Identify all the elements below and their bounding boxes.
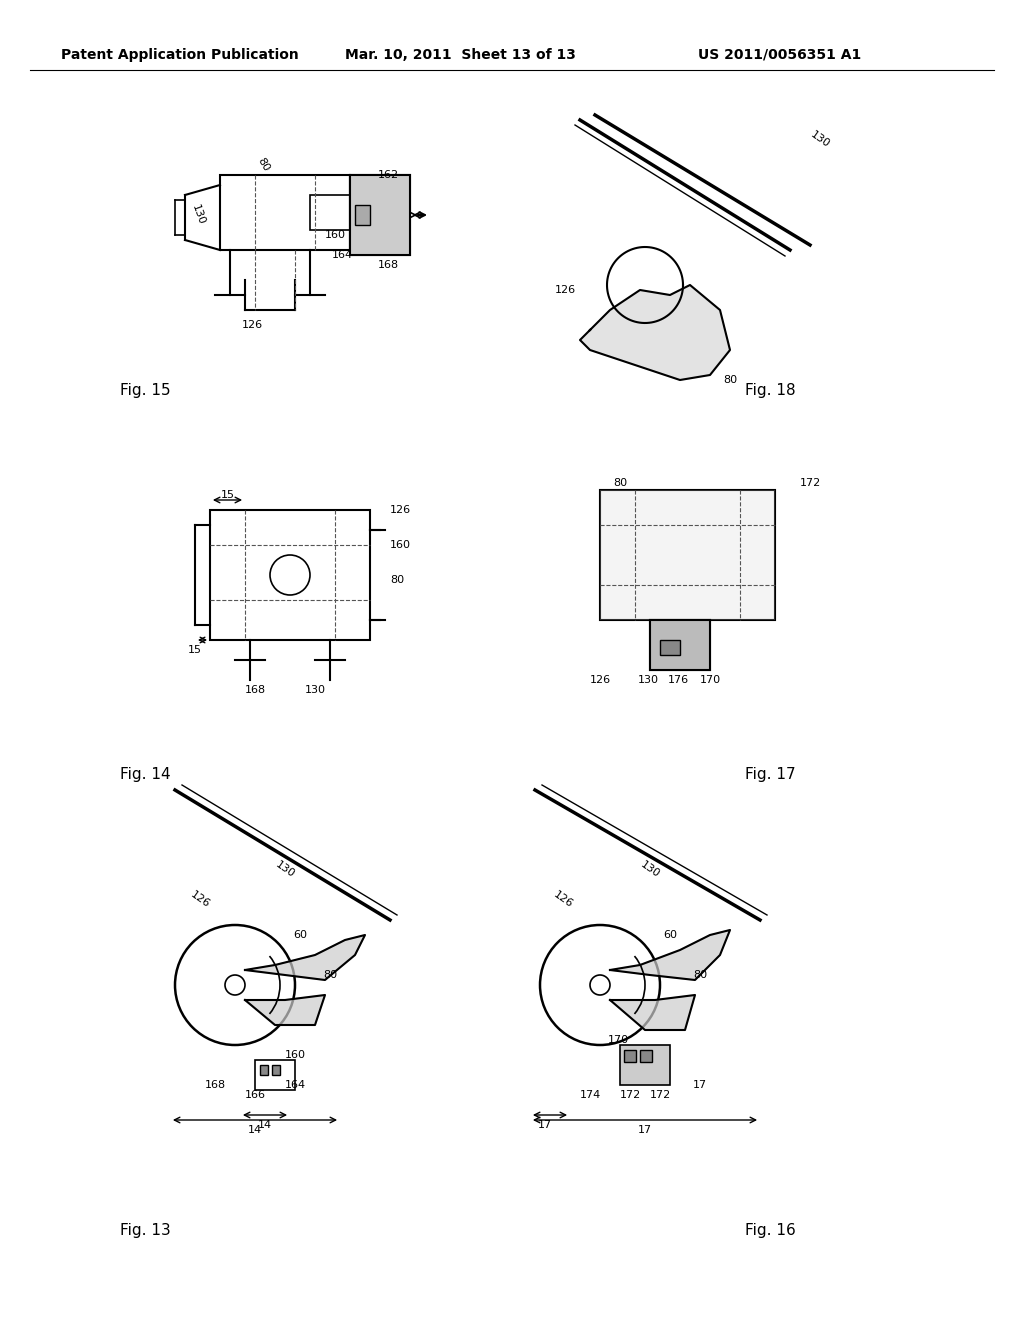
Text: 126: 126: [554, 285, 575, 294]
Text: 80: 80: [255, 156, 271, 174]
Text: 170: 170: [607, 1035, 629, 1045]
Text: 130: 130: [189, 203, 206, 227]
Text: Fig. 17: Fig. 17: [744, 767, 796, 783]
Bar: [620, 1045, 670, 1085]
Text: 174: 174: [580, 1090, 601, 1100]
Text: Patent Application Publication: Patent Application Publication: [61, 48, 299, 62]
Text: 130: 130: [273, 859, 297, 880]
Text: 170: 170: [699, 675, 721, 685]
Text: 172: 172: [800, 478, 821, 488]
Text: Fig. 18: Fig. 18: [744, 383, 796, 397]
Polygon shape: [610, 995, 695, 1030]
Bar: [624, 1049, 636, 1063]
Text: Fig. 15: Fig. 15: [120, 383, 170, 397]
Text: Mar. 10, 2011  Sheet 13 of 13: Mar. 10, 2011 Sheet 13 of 13: [344, 48, 575, 62]
Polygon shape: [245, 935, 365, 979]
Bar: [220, 176, 350, 249]
Bar: [355, 205, 370, 224]
Text: 168: 168: [205, 1080, 225, 1090]
Text: 17: 17: [693, 1080, 707, 1090]
Text: 126: 126: [242, 319, 262, 330]
Polygon shape: [610, 931, 730, 979]
Text: 17: 17: [538, 1119, 552, 1130]
Text: 172: 172: [649, 1090, 671, 1100]
Text: 80: 80: [323, 970, 337, 979]
Text: 126: 126: [188, 890, 212, 911]
Bar: [660, 640, 680, 655]
Text: 160: 160: [390, 540, 411, 550]
Bar: [272, 1065, 280, 1074]
Bar: [310, 195, 350, 230]
Bar: [255, 1060, 295, 1090]
Text: 166: 166: [245, 1090, 265, 1100]
Text: 80: 80: [723, 375, 737, 385]
Text: 164: 164: [285, 1080, 305, 1090]
Text: 126: 126: [552, 890, 574, 911]
Text: 60: 60: [663, 931, 677, 940]
Text: 130: 130: [638, 675, 658, 685]
Text: 80: 80: [390, 576, 404, 585]
Text: Fig. 16: Fig. 16: [744, 1222, 796, 1238]
Polygon shape: [245, 995, 325, 1026]
Text: 164: 164: [332, 249, 352, 260]
Bar: [650, 620, 710, 671]
Text: 168: 168: [378, 260, 398, 271]
Bar: [600, 490, 775, 620]
Text: Fig. 14: Fig. 14: [120, 767, 170, 783]
Text: Fig. 13: Fig. 13: [120, 1222, 170, 1238]
Bar: [210, 510, 370, 640]
Text: 80: 80: [613, 478, 627, 488]
Text: 80: 80: [693, 970, 707, 979]
Bar: [650, 620, 710, 671]
Text: 14: 14: [258, 1119, 272, 1130]
Polygon shape: [580, 285, 730, 380]
Text: 160: 160: [325, 230, 345, 240]
Bar: [260, 1065, 268, 1074]
Bar: [640, 1049, 652, 1063]
Text: 168: 168: [245, 685, 265, 696]
Text: 15: 15: [188, 645, 202, 655]
Text: 126: 126: [390, 506, 411, 515]
Text: 17: 17: [638, 1125, 652, 1135]
Bar: [350, 176, 410, 255]
Text: 126: 126: [590, 675, 610, 685]
Text: 160: 160: [285, 1049, 305, 1060]
Text: 130: 130: [639, 859, 662, 880]
Text: 15: 15: [221, 490, 234, 500]
Circle shape: [225, 975, 245, 995]
Text: 130: 130: [304, 685, 326, 696]
Bar: [350, 176, 410, 255]
Text: 14: 14: [248, 1125, 262, 1135]
Text: US 2011/0056351 A1: US 2011/0056351 A1: [698, 48, 861, 62]
Bar: [600, 490, 775, 620]
Text: 162: 162: [378, 170, 398, 180]
Text: 130: 130: [809, 129, 831, 150]
Circle shape: [590, 975, 610, 995]
Text: 176: 176: [668, 675, 688, 685]
Text: 60: 60: [293, 931, 307, 940]
Text: 172: 172: [620, 1090, 641, 1100]
